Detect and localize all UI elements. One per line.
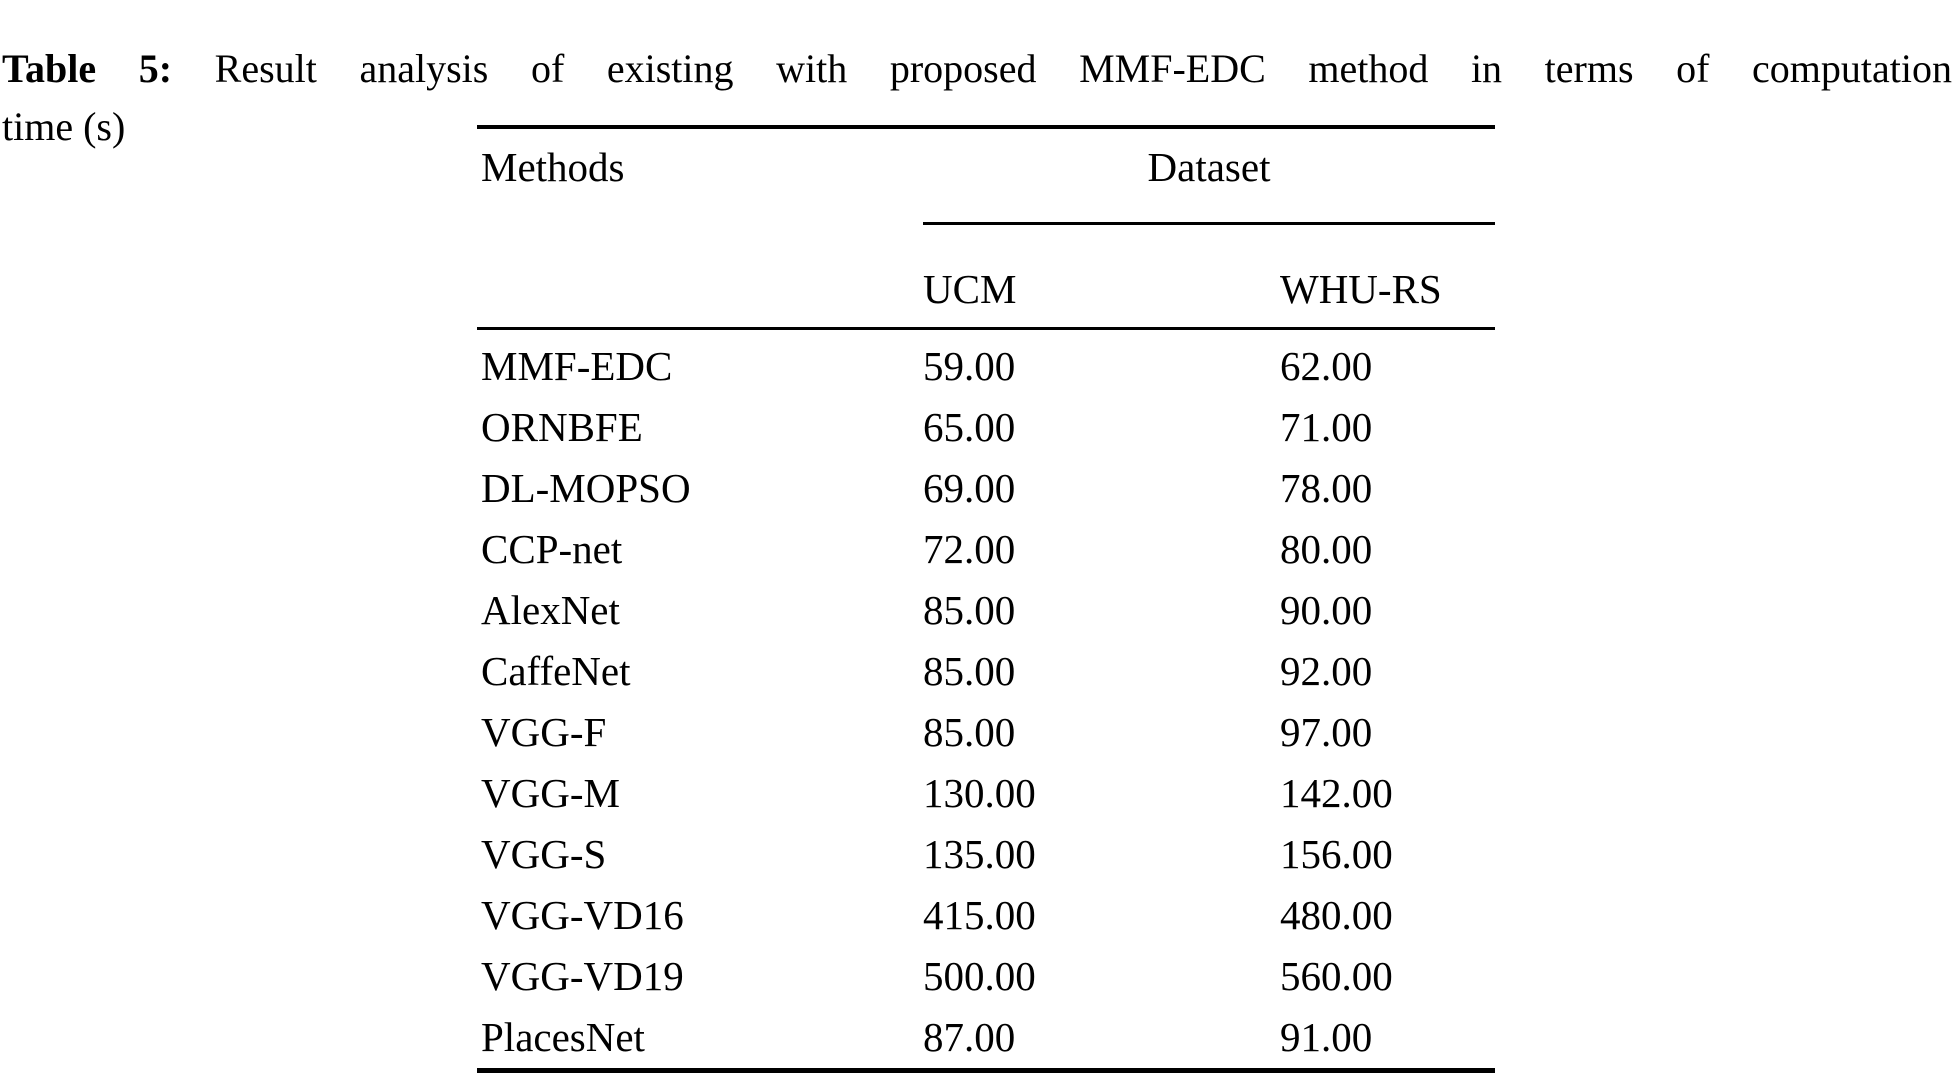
table-row: PlacesNet 87.00 91.00 [477,1007,1495,1068]
method-cell: AlexNet [481,587,620,633]
column-header-whurs: WHU-RS [1280,266,1442,312]
caption-line-1: Table 5: Result analysis of existing wit… [2,40,1952,98]
table-row: VGG-S 135.00 156.00 [477,824,1495,885]
ucm-value-cell: 135.00 [923,831,1036,877]
method-cell: MMF-EDC [481,343,673,389]
method-cell: PlacesNet [481,1014,645,1060]
method-cell: CaffeNet [481,648,631,694]
method-cell: CCP-net [481,526,623,572]
ucm-value-cell: 72.00 [923,526,1016,572]
ucm-value-cell: 85.00 [923,587,1016,633]
table-row: CCP-net 72.00 80.00 [477,519,1495,580]
results-table: Methods Dataset UCM WHU-RS MMF-EDC 59.00… [477,125,1495,1073]
whurs-value-cell: 92.00 [1280,648,1373,694]
method-cell: VGG-VD19 [481,953,684,999]
method-cell: VGG-S [481,831,607,877]
table-header-row-sub: UCM WHU-RS [477,225,1495,330]
whurs-value-cell: 560.00 [1280,953,1393,999]
caption-table-number: Table 5: [2,46,173,91]
whurs-value-cell: 156.00 [1280,831,1393,877]
caption-line-2: time (s) [2,104,126,149]
whurs-value-cell: 71.00 [1280,404,1373,450]
ucm-value-cell: 69.00 [923,465,1016,511]
column-header-spacer [477,313,923,327]
table-caption: Table 5: Result analysis of existing wit… [2,40,1952,156]
ucm-value-cell: 85.00 [923,709,1016,755]
method-cell: VGG-M [481,770,620,816]
whurs-value-cell: 80.00 [1280,526,1373,572]
method-cell: VGG-F [481,709,607,755]
table-row: ORNBFE 65.00 71.00 [477,397,1495,458]
whurs-value-cell: 97.00 [1280,709,1373,755]
ucm-value-cell: 500.00 [923,953,1036,999]
method-cell: DL-MOPSO [481,465,691,511]
table-row: MMF-EDC 59.00 62.00 [477,336,1495,397]
ucm-value-cell: 130.00 [923,770,1036,816]
table-row: CaffeNet 85.00 92.00 [477,641,1495,702]
whurs-value-cell: 90.00 [1280,587,1373,633]
table-row: VGG-M 130.00 142.00 [477,763,1495,824]
table-row: VGG-F 85.00 97.00 [477,702,1495,763]
column-header-ucm: UCM [923,266,1017,312]
ucm-value-cell: 415.00 [923,892,1036,938]
method-cell: VGG-VD16 [481,892,684,938]
whurs-value-cell: 78.00 [1280,465,1373,511]
whurs-value-cell: 91.00 [1280,1014,1373,1060]
column-header-dataset-group: Dataset [923,129,1495,225]
table-row: VGG-VD19 500.00 560.00 [477,946,1495,1007]
whurs-value-cell: 480.00 [1280,892,1393,938]
column-header-methods: Methods [481,144,625,190]
whurs-value-cell: 62.00 [1280,343,1373,389]
ucm-value-cell: 85.00 [923,648,1016,694]
table-header-row-group: Methods Dataset [477,129,1495,225]
table-body: MMF-EDC 59.00 62.00 ORNBFE 65.00 71.00 D… [477,330,1495,1068]
table-row: VGG-VD16 415.00 480.00 [477,885,1495,946]
method-cell: ORNBFE [481,404,643,450]
table-row: AlexNet 85.00 90.00 [477,580,1495,641]
ucm-value-cell: 59.00 [923,343,1016,389]
caption-text: Result analysis of existing with propose… [214,46,1952,91]
whurs-value-cell: 142.00 [1280,770,1393,816]
table-row: DL-MOPSO 69.00 78.00 [477,458,1495,519]
ucm-value-cell: 65.00 [923,404,1016,450]
ucm-value-cell: 87.00 [923,1014,1016,1060]
